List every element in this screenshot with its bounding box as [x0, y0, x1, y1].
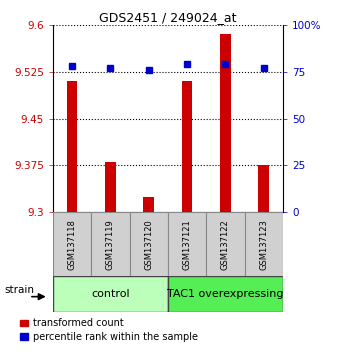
- Text: GSM137118: GSM137118: [68, 219, 76, 270]
- Text: GSM137123: GSM137123: [260, 219, 268, 270]
- Text: GSM137121: GSM137121: [183, 219, 192, 270]
- Text: strain: strain: [4, 285, 34, 295]
- Bar: [105, 162, 116, 212]
- Bar: [244, 212, 283, 276]
- Text: GSM137119: GSM137119: [106, 219, 115, 270]
- Text: GSM137122: GSM137122: [221, 219, 230, 270]
- Bar: [182, 81, 192, 212]
- Bar: [130, 212, 168, 276]
- Bar: [206, 212, 244, 276]
- Bar: [168, 276, 283, 312]
- Bar: [258, 165, 269, 212]
- Bar: [143, 197, 154, 212]
- Text: TAC1 overexpressing: TAC1 overexpressing: [167, 289, 284, 299]
- Legend: transformed count, percentile rank within the sample: transformed count, percentile rank withi…: [18, 316, 200, 344]
- Text: GSM137120: GSM137120: [144, 219, 153, 270]
- Text: control: control: [91, 289, 130, 299]
- Title: GDS2451 / 249024_at: GDS2451 / 249024_at: [99, 11, 237, 24]
- Bar: [53, 276, 168, 312]
- Bar: [220, 34, 231, 212]
- Bar: [91, 212, 130, 276]
- Bar: [66, 81, 77, 212]
- Bar: [53, 212, 91, 276]
- Bar: [168, 212, 206, 276]
